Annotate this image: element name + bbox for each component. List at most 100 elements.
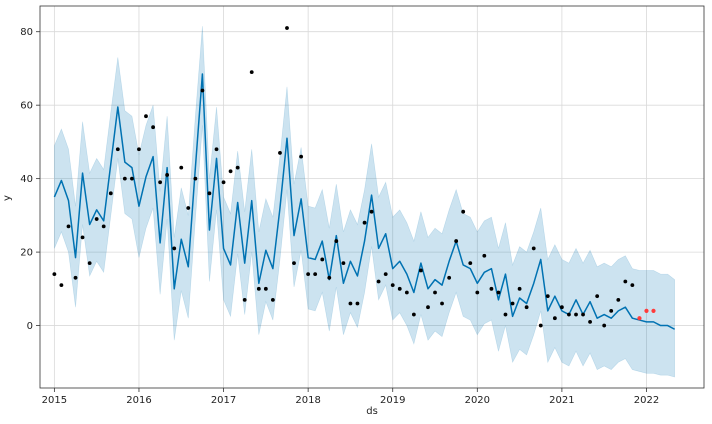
observed-point: [115, 147, 120, 152]
observed-point: [588, 319, 592, 324]
observed-point: [454, 239, 459, 243]
observed-point: [440, 301, 444, 306]
y-tick-label: 40: [20, 174, 33, 185]
x-tick-label: 2018: [295, 395, 320, 406]
observed-point: [101, 224, 106, 229]
observed-point: [552, 316, 557, 321]
observed-point: [630, 283, 635, 288]
observed-point: [59, 283, 64, 288]
observed-point: [80, 235, 85, 240]
observed-point: [524, 305, 529, 310]
observed-point: [383, 272, 388, 277]
observed-point: [489, 286, 494, 291]
observed-point: [130, 176, 134, 181]
observed-point: [256, 286, 261, 291]
observed-point: [179, 165, 184, 170]
observed-point: [52, 272, 57, 277]
observed-point: [468, 261, 473, 266]
observed-point: [538, 323, 543, 328]
observed-point: [292, 261, 296, 266]
observed-point: [334, 239, 339, 243]
observed-point: [517, 286, 522, 291]
observed-point: [426, 305, 430, 310]
observed-point: [447, 275, 452, 280]
observed-point: [207, 191, 212, 196]
y-axis-ticks: 0 20 40 60 80: [20, 27, 40, 332]
highlighted-point: [637, 316, 642, 321]
x-axis-title: ds: [366, 406, 378, 417]
observed-point: [313, 272, 318, 277]
observed-point: [355, 301, 360, 306]
observed-point: [397, 286, 402, 291]
observed-point: [122, 176, 127, 181]
observed-point: [559, 305, 564, 310]
observed-point: [609, 308, 614, 313]
observed-point: [461, 209, 466, 214]
x-tick-label: 2016: [126, 395, 151, 406]
y-tick-label: 80: [20, 27, 33, 38]
observed-point: [545, 294, 550, 299]
observed-point: [327, 275, 332, 280]
y-axis-title: y: [2, 195, 13, 201]
x-axis-ticks: 2015 2016 2017 2018 2019 2020 2021 2022: [42, 388, 659, 406]
observed-point: [503, 312, 508, 317]
highlighted-point: [651, 308, 656, 313]
observed-point: [144, 114, 148, 119]
observed-point: [73, 275, 78, 280]
observed-point: [66, 224, 71, 229]
y-tick-label: 60: [20, 101, 33, 112]
observed-point: [214, 147, 219, 152]
observed-point: [108, 191, 113, 196]
observed-point: [362, 220, 367, 225]
x-tick-label: 2020: [465, 395, 490, 406]
observed-point: [623, 279, 628, 284]
observed-point: [418, 268, 423, 273]
observed-point: [158, 180, 163, 185]
observed-point: [165, 173, 170, 177]
observed-point: [390, 283, 395, 288]
y-tick-label: 0: [27, 321, 33, 332]
observed-point: [172, 246, 177, 251]
x-tick-label: 2017: [211, 395, 236, 406]
observed-point: [510, 301, 515, 306]
observed-point: [369, 209, 374, 214]
observed-point: [595, 294, 600, 299]
observed-point: [278, 151, 282, 155]
x-tick-label: 2021: [549, 395, 574, 406]
observed-point: [94, 217, 99, 221]
observed-point: [581, 312, 585, 317]
observed-point: [242, 297, 247, 302]
observed-point: [151, 125, 155, 130]
highlighted-point: [644, 308, 649, 313]
y-tick-label: 20: [20, 248, 33, 259]
observed-point: [249, 70, 254, 75]
observed-point: [411, 312, 416, 317]
observed-point: [270, 297, 275, 302]
observed-point: [285, 26, 289, 30]
observed-point: [137, 147, 141, 152]
observed-point: [475, 290, 480, 295]
observed-point: [574, 312, 578, 317]
observed-point: [496, 290, 501, 295]
plot-area-frame: [39, 5, 705, 389]
observed-point: [404, 290, 409, 295]
forecast-line: [53, 73, 675, 330]
observed-point: [299, 154, 304, 159]
x-tick-label: 2022: [634, 395, 659, 406]
observed-point: [320, 257, 325, 262]
observed-point: [228, 169, 233, 174]
observed-point: [348, 301, 353, 306]
observed-point: [482, 253, 487, 258]
x-tick-label: 2015: [42, 395, 67, 406]
observed-point: [433, 290, 437, 295]
observed-point: [341, 261, 346, 266]
grid-lines: [40, 6, 704, 388]
observed-point: [567, 312, 571, 317]
observed-point: [200, 88, 205, 93]
highlighted-points: [637, 308, 656, 321]
observed-point: [263, 286, 268, 291]
observed-points: [52, 26, 635, 328]
observed-point: [186, 206, 191, 210]
